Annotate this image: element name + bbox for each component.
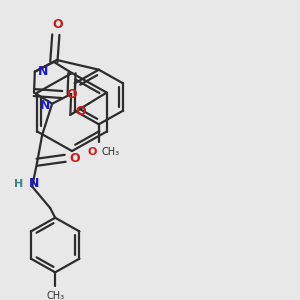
Text: O: O	[87, 147, 97, 157]
Text: O: O	[70, 152, 80, 165]
Text: O: O	[67, 88, 77, 101]
Text: O: O	[75, 104, 86, 118]
Text: N: N	[29, 177, 39, 190]
Text: CH₃: CH₃	[46, 291, 64, 300]
Text: O: O	[52, 18, 63, 32]
Text: H: H	[14, 178, 23, 189]
Text: CH₃: CH₃	[102, 147, 120, 157]
Text: N: N	[40, 99, 50, 112]
Text: N: N	[38, 65, 48, 78]
